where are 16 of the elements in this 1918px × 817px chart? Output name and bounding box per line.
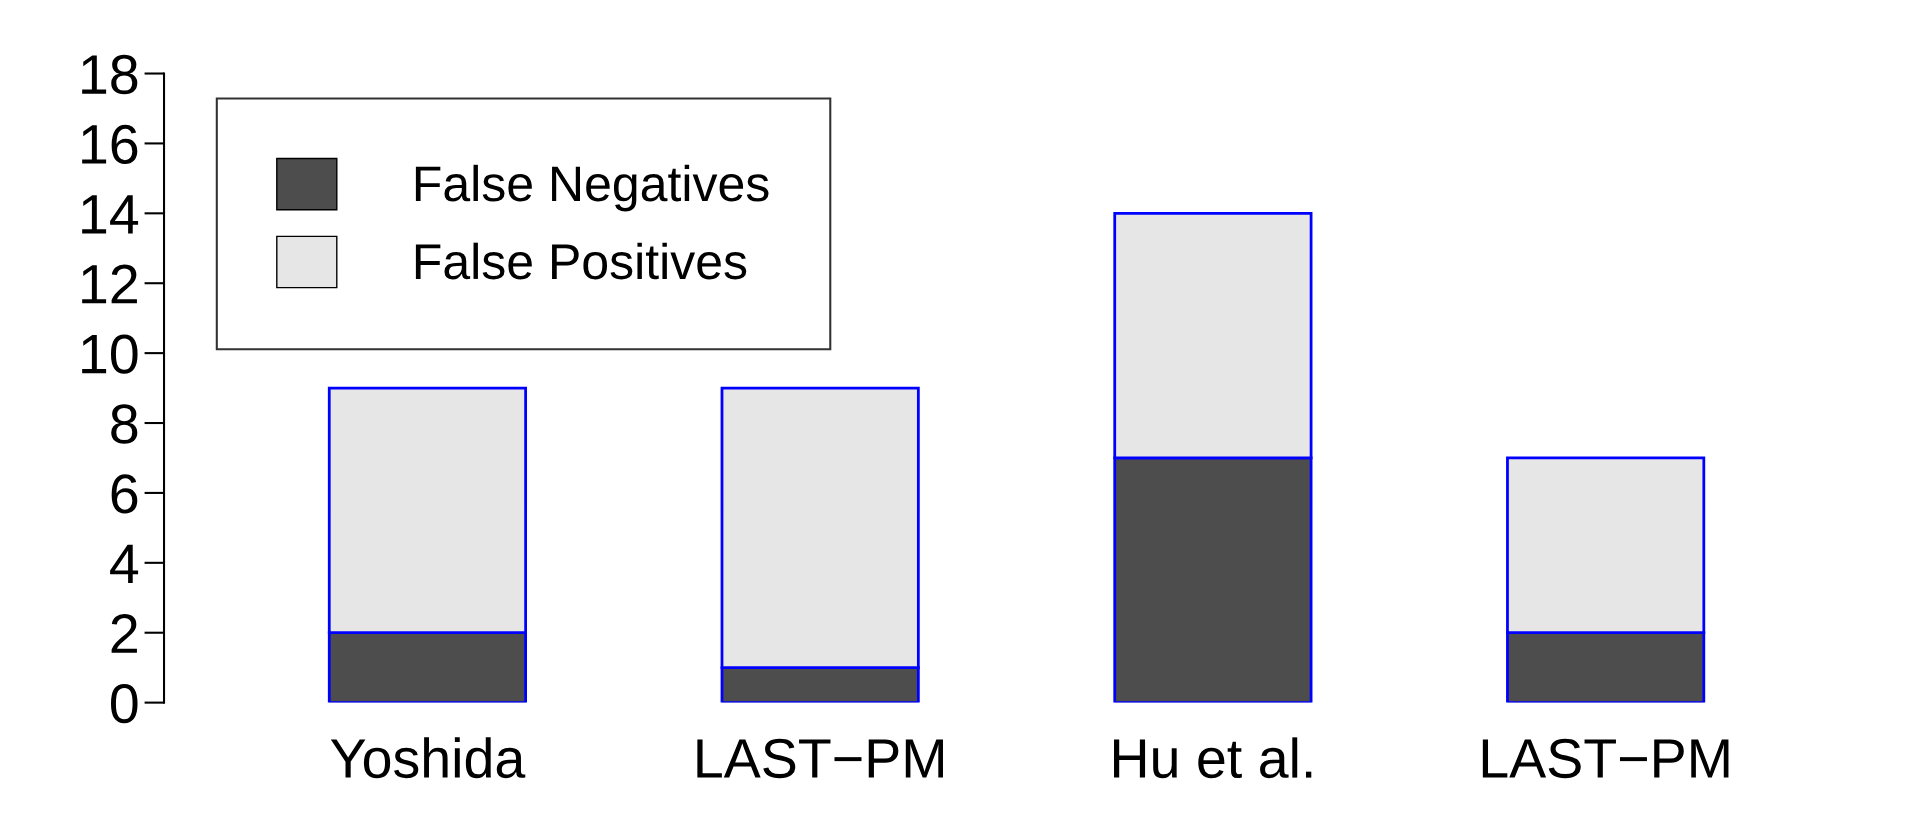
y-tick-label: 6 bbox=[111, 474, 138, 514]
x-tick-label: Hu et al. bbox=[1114, 737, 1312, 779]
y-tick-label: 0 bbox=[110, 683, 138, 724]
y-tick-label: 18 bbox=[82, 54, 138, 95]
y-tick-label: 2 bbox=[111, 614, 137, 653]
legend-label: False Positives bbox=[415, 242, 747, 280]
y-tick-label: 16 bbox=[82, 124, 138, 165]
y-tick-label: 8 bbox=[111, 404, 138, 444]
y-tick-label: 4 bbox=[110, 544, 139, 583]
x-tick-label: LAST−PM bbox=[1482, 738, 1729, 779]
x-tick-label: Yoshida bbox=[330, 737, 526, 779]
y-tick-label: 12 bbox=[82, 264, 137, 304]
x-tick-label: LAST−PM bbox=[697, 738, 943, 779]
y-tick-label: 14 bbox=[82, 195, 139, 234]
legend-label: False Negatives bbox=[415, 164, 769, 212]
y-tick-label: 10 bbox=[82, 334, 138, 374]
